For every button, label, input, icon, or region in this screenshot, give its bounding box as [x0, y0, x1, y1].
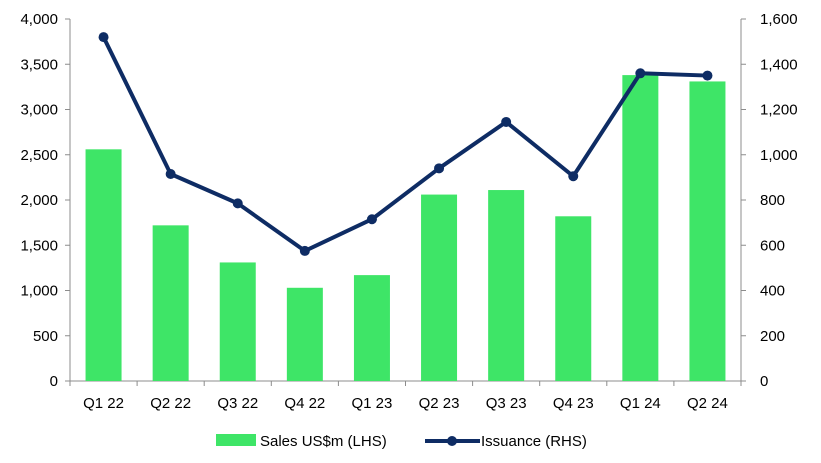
right-tick-label: 400 [760, 283, 785, 300]
x-axis: Q1 22 Q2 22 Q3 22 Q4 22 Q1 23 Q2 23 Q3 23 Q4 23… [69, 381, 742, 412]
x-tick-label: Q1 23 [352, 395, 393, 412]
x-tick-label: Q2 22 [150, 395, 191, 412]
issuance-point [165, 168, 176, 179]
legend-label-issuance: Issuance (RHS) [481, 433, 587, 450]
left-tick-label: 3,000 [20, 102, 58, 119]
bar-sales [622, 75, 659, 382]
issuance-point [702, 70, 713, 81]
left-tick-label: 4,000 [20, 11, 58, 28]
bar-sales [421, 194, 458, 381]
right-tick-label: 1,200 [760, 102, 798, 119]
left-tick-label: 500 [33, 328, 58, 345]
right-tick-label: 600 [760, 237, 785, 254]
bar-sales [85, 149, 122, 381]
bar-sales [689, 81, 726, 381]
bar-sales [152, 225, 189, 381]
x-tick-label: Q1 24 [620, 395, 661, 412]
x-tick-label: Q4 23 [553, 395, 594, 412]
legend: Sales US$m (LHS) Issuance (RHS) [216, 433, 587, 450]
legend-swatch-sales [216, 434, 256, 446]
x-tick-label: Q2 24 [687, 395, 728, 412]
legend-swatch-issuance-marker [447, 436, 457, 446]
line-series [98, 32, 713, 256]
issuance-line [101, 36, 708, 253]
issuance-point [434, 163, 445, 174]
bar-series [85, 75, 726, 382]
left-axis: 0 500 1,000 1,500 2,000 2,500 3,000 3,500 4,000 [20, 11, 70, 390]
left-tick-label: 1,500 [20, 237, 58, 254]
left-tick-label: 1,000 [20, 283, 58, 300]
x-tick-label: Q1 22 [83, 395, 124, 412]
left-tick-label: 0 [50, 373, 58, 390]
right-tick-label: 200 [760, 328, 785, 345]
right-axis: 0 200 400 600 800 1,000 1,200 1,400 1,600 [741, 11, 798, 390]
right-tick-label: 1,600 [760, 11, 798, 28]
right-tick-label: 0 [760, 373, 768, 390]
bar-sales [219, 262, 256, 381]
right-tick-label: 1,400 [760, 56, 798, 73]
right-tick-label: 1,000 [760, 147, 798, 164]
issuance-point [501, 116, 512, 127]
issuance-point [232, 198, 243, 209]
bar-sales [353, 275, 390, 381]
bar-sales [488, 190, 525, 381]
x-tick-label: Q4 22 [284, 395, 325, 412]
left-tick-label: 2,500 [20, 147, 58, 164]
issuance-point [366, 214, 377, 225]
issuance-point [98, 32, 109, 43]
legend-label-sales: Sales US$m (LHS) [260, 433, 387, 450]
right-tick-label: 800 [760, 192, 785, 209]
issuance-point [568, 171, 579, 182]
x-tick-label: Q3 23 [486, 395, 527, 412]
issuance-point [299, 245, 310, 256]
bar-sales [555, 216, 592, 381]
x-tick-label: Q3 22 [217, 395, 258, 412]
bar-sales [286, 287, 323, 381]
issuance-point [635, 68, 646, 79]
left-tick-label: 3,500 [20, 56, 58, 73]
x-tick-label: Q2 23 [419, 395, 460, 412]
left-tick-label: 2,000 [20, 192, 58, 209]
